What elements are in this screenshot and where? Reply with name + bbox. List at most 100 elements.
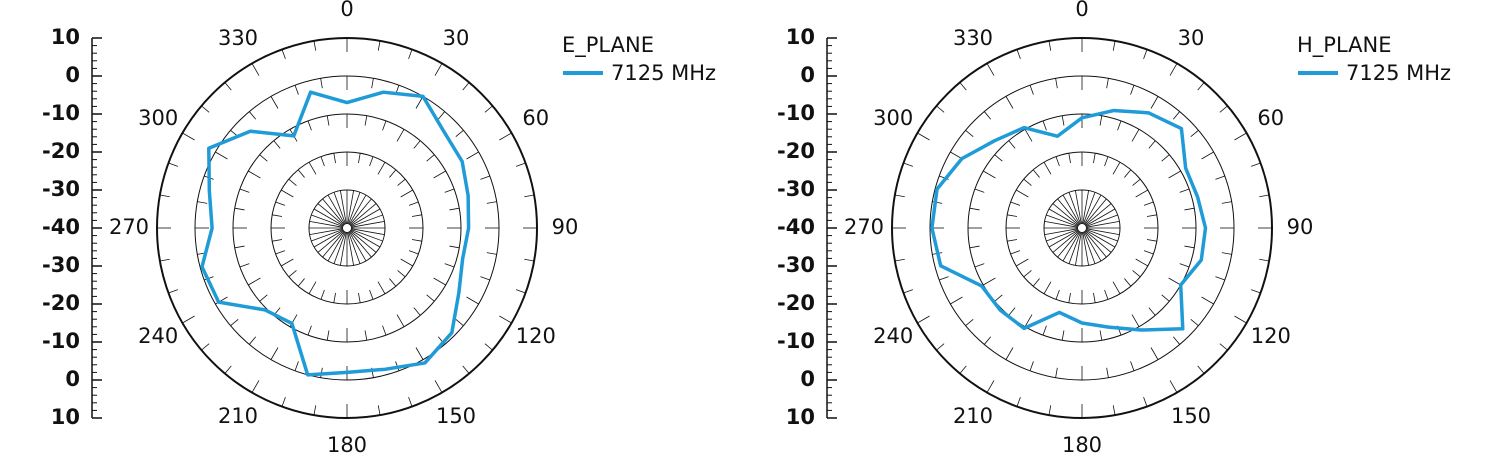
angle-tick xyxy=(1043,161,1052,175)
angle-tick xyxy=(959,82,967,91)
angle-tick xyxy=(182,315,195,324)
grid-circle xyxy=(156,37,538,419)
angle-tick xyxy=(1023,270,1032,278)
spoke xyxy=(348,194,367,225)
angle-tick xyxy=(1112,40,1116,51)
pattern-line xyxy=(930,108,1208,332)
r-tick-label: -20 xyxy=(42,139,80,163)
angle-label: 60 xyxy=(1257,106,1284,130)
angle-tick xyxy=(234,207,245,211)
angle-tick xyxy=(983,111,992,120)
angle-label: 150 xyxy=(1171,404,1211,428)
angle-tick xyxy=(215,151,228,160)
angle-tick xyxy=(281,397,286,407)
angle-tick xyxy=(1093,292,1096,303)
spoke xyxy=(1046,214,1079,228)
spoke xyxy=(327,231,346,262)
angle-tick xyxy=(434,380,443,393)
angle-label: 330 xyxy=(218,26,258,50)
angle-tick xyxy=(1251,289,1261,294)
spoke xyxy=(1062,231,1081,262)
angle-tick xyxy=(280,258,294,267)
legend-title: E_PLANE xyxy=(562,33,654,58)
angle-tick xyxy=(894,258,905,262)
angle-tick xyxy=(1055,78,1058,89)
angle-tick xyxy=(1005,96,1014,109)
angle-tick xyxy=(408,397,413,407)
spoke xyxy=(1085,228,1118,242)
spoke xyxy=(350,229,381,248)
angle-tick xyxy=(1042,325,1047,336)
angle-label: 210 xyxy=(218,404,258,428)
angle-tick xyxy=(1008,307,1016,316)
spoke xyxy=(1084,198,1107,226)
angle-label: 180 xyxy=(1062,433,1102,457)
angle-tick xyxy=(1117,120,1122,131)
spoke xyxy=(349,203,377,226)
angle-tick xyxy=(1055,289,1060,300)
angle-tick xyxy=(1099,115,1103,126)
angle-tick xyxy=(1172,111,1181,120)
angle-label: 90 xyxy=(1287,215,1314,239)
angle-tick xyxy=(480,175,490,180)
spoke xyxy=(317,230,345,253)
spoke xyxy=(327,194,346,225)
angle-tick xyxy=(1234,315,1247,324)
angle-tick xyxy=(986,63,995,76)
r-tick-label: -40 xyxy=(777,215,815,239)
angle-tick xyxy=(1130,361,1135,371)
angle-tick xyxy=(462,82,470,91)
angle-tick xyxy=(294,85,299,95)
angle-tick xyxy=(1130,85,1135,95)
angle-tick xyxy=(259,154,268,162)
pattern-line xyxy=(200,90,471,377)
angle-tick xyxy=(1029,361,1034,371)
r-tick-label: 10 xyxy=(51,25,80,49)
angle-label: 270 xyxy=(844,215,884,239)
angle-tick xyxy=(1172,336,1181,345)
angle-tick xyxy=(1124,278,1132,287)
spoke xyxy=(340,231,347,266)
angle-tick xyxy=(224,365,232,374)
polar-chart: 0 30 60 90 120 150 180 210 240 270 300 330 -40 -30 -30… xyxy=(42,0,716,457)
angle-tick xyxy=(1015,258,1029,267)
angle-tick xyxy=(396,314,405,327)
spoke xyxy=(340,190,347,225)
angle-tick xyxy=(201,105,210,113)
spoke xyxy=(1085,214,1118,228)
angle-tick xyxy=(1219,105,1228,113)
angle-label: 300 xyxy=(873,106,913,130)
angle-tick xyxy=(1197,82,1205,91)
angle-tick xyxy=(444,263,455,268)
spoke xyxy=(311,228,344,242)
spoke xyxy=(1052,203,1080,226)
r-tick-label: -30 xyxy=(42,253,80,277)
angle-tick xyxy=(382,325,387,336)
angle-tick xyxy=(1221,252,1232,255)
angle-tick xyxy=(389,278,397,287)
r-tick-label: -30 xyxy=(42,177,80,201)
angle-tick xyxy=(969,207,980,211)
angle-tick xyxy=(1143,397,1148,407)
spoke xyxy=(1082,231,1089,266)
angle-tick xyxy=(1032,278,1040,287)
angle-tick xyxy=(1143,201,1154,206)
r-tick-label: 0 xyxy=(800,367,815,391)
spoke xyxy=(350,228,385,235)
angle-tick xyxy=(1169,380,1178,393)
polar-chart: 0 30 60 90 120 150 180 210 240 270 300 330 -40 -30 -30… xyxy=(777,0,1451,457)
angle-label: 0 xyxy=(1075,0,1088,21)
angle-tick xyxy=(377,281,386,295)
angle-tick xyxy=(224,82,232,91)
angle-label: 0 xyxy=(340,0,353,21)
angle-tick xyxy=(159,258,170,262)
angle-tick xyxy=(1190,318,1199,327)
angle-tick xyxy=(449,207,460,211)
angle-tick xyxy=(297,278,305,287)
angle-tick xyxy=(1179,188,1190,193)
angle-tick xyxy=(1016,397,1021,407)
angle-tick xyxy=(983,170,996,179)
angle-tick xyxy=(1029,85,1034,95)
r-tick-label: -10 xyxy=(777,101,815,125)
